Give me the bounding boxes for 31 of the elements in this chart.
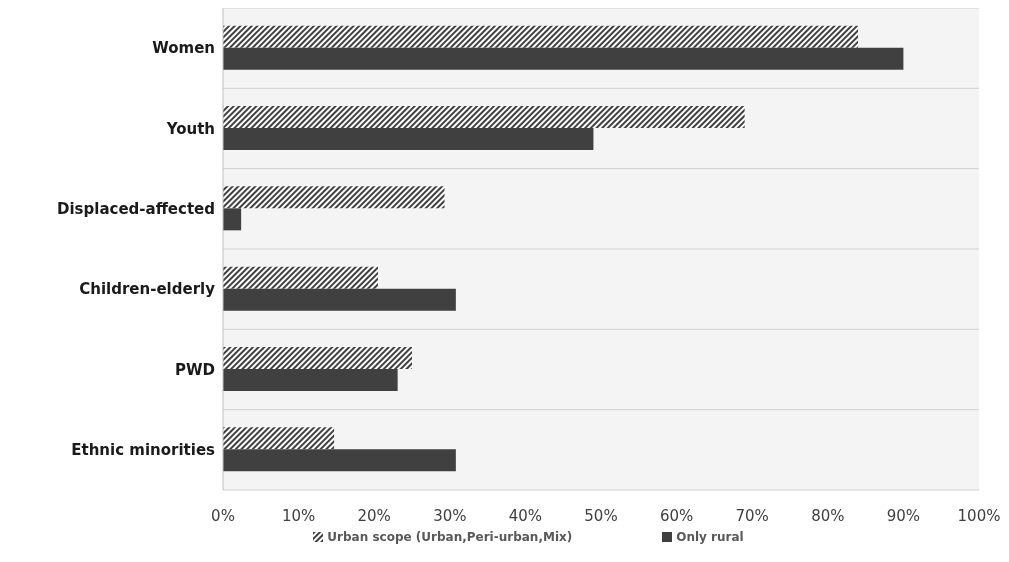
legend-label: Only rural xyxy=(675,530,744,544)
y-tick-label: Ethnic minorities xyxy=(71,441,216,460)
x-tick-label: 10% xyxy=(281,506,316,525)
bar xyxy=(223,128,594,151)
bar xyxy=(223,106,745,129)
y-tick-label: Children-elderly xyxy=(79,280,216,299)
y-tick-label: PWD xyxy=(175,360,215,379)
y-tick-label: Youth xyxy=(165,119,215,138)
x-tick-label: 80% xyxy=(811,506,845,525)
y-tick-label: Women xyxy=(152,39,215,58)
bar xyxy=(223,266,378,289)
y-tick-label: Displaced-affected xyxy=(57,200,215,219)
x-tick-label: 70% xyxy=(735,506,769,525)
bar xyxy=(223,25,859,48)
x-tick-label: 60% xyxy=(659,506,694,525)
x-tick-label: 90% xyxy=(886,506,921,525)
bar xyxy=(223,186,445,209)
bar xyxy=(223,208,242,231)
x-tick-label: 50% xyxy=(584,506,618,525)
x-tick-label: 30% xyxy=(433,506,467,525)
bar xyxy=(223,369,398,392)
bar xyxy=(223,427,335,450)
x-tick-label: 0% xyxy=(211,506,235,525)
x-tick-label: 40% xyxy=(508,506,543,525)
x-tick-label: 100% xyxy=(957,506,1001,525)
bar xyxy=(223,347,412,370)
legend-label: Urban scope (Urban,Peri-urban,Mix) xyxy=(326,530,573,544)
bar xyxy=(223,47,904,70)
bar xyxy=(223,288,456,311)
x-tick-label: 20% xyxy=(357,506,391,525)
bar xyxy=(223,449,456,472)
